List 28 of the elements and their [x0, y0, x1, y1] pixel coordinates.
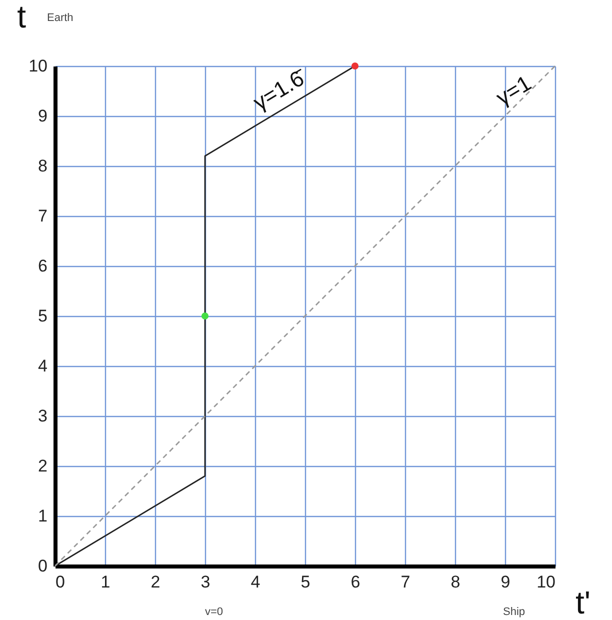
- y-tick-label: 10: [28, 56, 48, 76]
- y-tick-label: 9: [38, 106, 48, 126]
- text: Ship: [503, 606, 526, 618]
- y-tick-label: 4: [38, 356, 48, 376]
- y-tick-label: 2: [38, 456, 48, 476]
- x-tick-label: 2: [150, 572, 160, 592]
- x-tick-label: 4: [250, 572, 260, 592]
- x-tick-label: 1: [100, 572, 110, 592]
- y-tick-label: 5: [38, 306, 48, 326]
- y-tick-label: 0: [38, 556, 48, 576]
- x-tick-label: 10: [536, 572, 556, 592]
- text: v=0: [205, 606, 224, 618]
- text: Earth: [47, 12, 74, 24]
- x-tick-label: 6: [350, 572, 360, 592]
- x-tick-label: 0: [56, 572, 65, 592]
- y-tick-label: 3: [38, 406, 48, 426]
- annotation: γ=1: [492, 70, 536, 110]
- x-tick-label: 9: [500, 572, 510, 592]
- y-axis-title: t: [17, 0, 26, 34]
- x-tick-label: 7: [400, 572, 410, 592]
- x-axis-title: t': [576, 584, 590, 620]
- y-tick-label: 6: [38, 256, 48, 276]
- y-tick-label: 1: [38, 506, 48, 526]
- y-tick-label: 7: [38, 206, 48, 226]
- x-tick-label: 5: [300, 572, 310, 592]
- x-tick-label: 8: [450, 572, 460, 592]
- x-tick-label: 3: [200, 572, 210, 592]
- y-tick-label: 8: [38, 156, 48, 176]
